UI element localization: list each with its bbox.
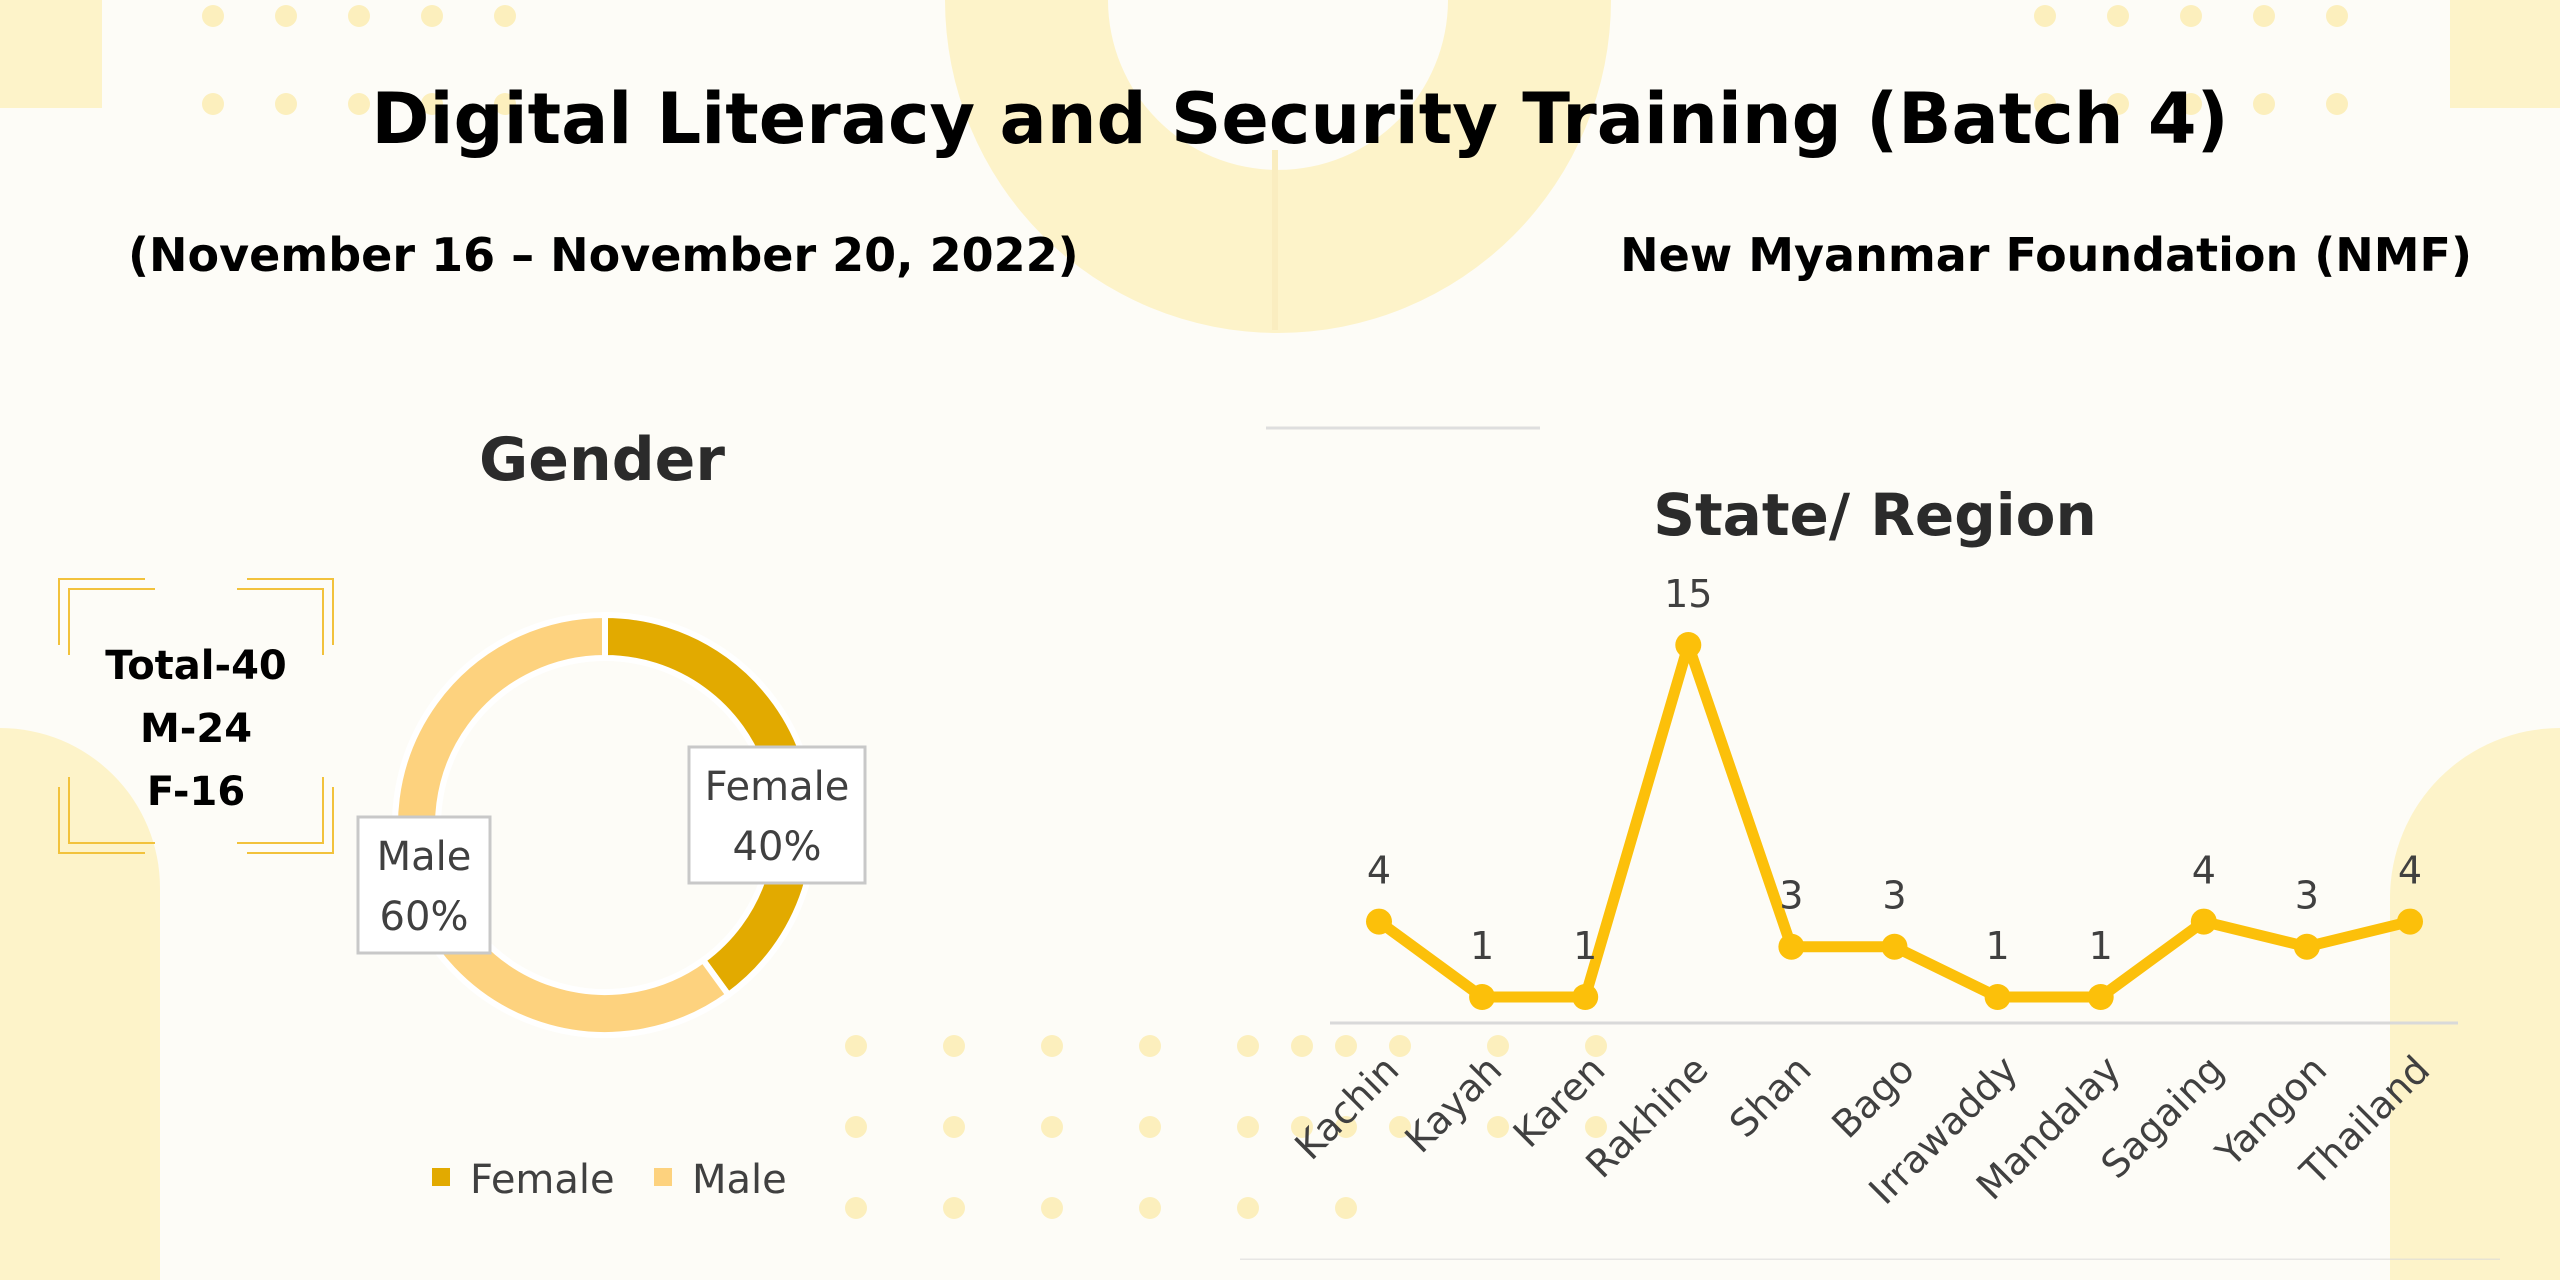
female-count: F-16 bbox=[146, 769, 246, 815]
gender-chart-title: Gender bbox=[479, 425, 725, 495]
value-label-thailand: 4 bbox=[2398, 849, 2422, 893]
decor-dot bbox=[2107, 5, 2129, 27]
decor-dot bbox=[1139, 1197, 1161, 1219]
decor-dot bbox=[1487, 1035, 1509, 1057]
decor-dot bbox=[421, 5, 443, 27]
legend-label: Male bbox=[692, 1157, 787, 1203]
value-label-kachin: 4 bbox=[1367, 849, 1391, 893]
value-label-irrawaddy: 1 bbox=[1986, 924, 2010, 968]
legend-swatch bbox=[654, 1168, 672, 1186]
tick-label-shan: Shan bbox=[1721, 1047, 1820, 1146]
legend-label: Female bbox=[470, 1157, 615, 1203]
decor-dot bbox=[348, 5, 370, 27]
decor-dot bbox=[494, 5, 516, 27]
decor-dot bbox=[845, 1116, 867, 1138]
data-label-female: Female 40% bbox=[687, 745, 867, 885]
decor-dot bbox=[2034, 93, 2056, 115]
decor-dot bbox=[348, 93, 370, 115]
decor-dot bbox=[202, 5, 224, 27]
data-label-male: Male 60% bbox=[356, 815, 492, 955]
value-label-yangon: 3 bbox=[2295, 874, 2319, 918]
decor-dot bbox=[275, 5, 297, 27]
decor-dot bbox=[943, 1035, 965, 1057]
data-point-bago bbox=[1881, 933, 1908, 960]
decor-dot bbox=[202, 93, 224, 115]
decor-dot bbox=[494, 93, 516, 115]
value-label-shan: 3 bbox=[1779, 874, 1803, 918]
participant-summary: Total-40 M-24 F-16 bbox=[55, 635, 337, 824]
value-label-rakhine: 15 bbox=[1664, 572, 1712, 616]
decor-dot bbox=[2253, 5, 2275, 27]
decor-dot bbox=[421, 93, 443, 115]
training-dates: (November 16 – November 20, 2022) bbox=[128, 228, 1079, 282]
decor-dot bbox=[1237, 1116, 1259, 1138]
page-title: Digital Literacy and Security Training (… bbox=[371, 78, 2229, 160]
organization-name: New Myanmar Foundation (NMF) bbox=[1620, 228, 2472, 282]
legend-item-female: Female bbox=[432, 1157, 615, 1203]
data-point-mandalay bbox=[2087, 984, 2114, 1010]
decor-dot bbox=[1237, 1197, 1259, 1219]
data-point-yangon bbox=[2293, 933, 2320, 960]
svg-text:40%: 40% bbox=[733, 824, 822, 870]
decor-dot bbox=[1335, 1197, 1357, 1219]
data-point-kayah bbox=[1469, 984, 1496, 1010]
decor-dot bbox=[275, 93, 297, 115]
value-label-sagaing: 4 bbox=[2192, 849, 2216, 893]
svg-text:Male: Male bbox=[377, 834, 472, 880]
decor-dot bbox=[2107, 93, 2129, 115]
decor-dot bbox=[1335, 1035, 1357, 1057]
data-point-shan bbox=[1778, 933, 1805, 960]
decor-dot bbox=[2326, 93, 2348, 115]
decor-dot bbox=[943, 1116, 965, 1138]
total-count: Total-40 bbox=[105, 643, 287, 689]
decor-dot bbox=[845, 1197, 867, 1219]
decor-dot bbox=[1139, 1035, 1161, 1057]
tick-label-kayah: Kayah bbox=[1396, 1047, 1510, 1161]
decor-dot bbox=[1585, 1116, 1607, 1138]
svg-text:60%: 60% bbox=[380, 894, 469, 940]
gender-legend: Female Male bbox=[432, 1157, 787, 1203]
data-point-kachin bbox=[1366, 908, 1392, 935]
decor-dot bbox=[1389, 1116, 1411, 1138]
decor-dot bbox=[1291, 1035, 1313, 1057]
decor-dot bbox=[1041, 1197, 1063, 1219]
decor-dot bbox=[1139, 1116, 1161, 1138]
legend-item-male: Male bbox=[654, 1157, 787, 1203]
data-point-sagaing bbox=[2190, 908, 2217, 935]
data-point-thailand bbox=[2397, 908, 2423, 935]
decor-dot bbox=[2253, 93, 2275, 115]
decor-dot bbox=[1487, 1116, 1509, 1138]
data-point-rakhine bbox=[1675, 632, 1702, 658]
tick-label-bago: Bago bbox=[1823, 1047, 1923, 1147]
data-point-irrawaddy bbox=[1984, 984, 2011, 1010]
decor-dot bbox=[943, 1197, 965, 1219]
decor-dot bbox=[1237, 1035, 1259, 1057]
value-label-bago: 3 bbox=[1882, 874, 1906, 918]
summary-frame bbox=[58, 578, 334, 854]
svg-text:Female: Female bbox=[705, 764, 850, 810]
decor-dot bbox=[2180, 93, 2202, 115]
data-point-karen bbox=[1572, 984, 1599, 1010]
decor-dot bbox=[1335, 1116, 1357, 1138]
decor-dot bbox=[1041, 1116, 1063, 1138]
decor-dot bbox=[1291, 1116, 1313, 1138]
slice-male bbox=[392, 611, 733, 1038]
decor-dot bbox=[1041, 1035, 1063, 1057]
gender-chart: Gender Female 40% Male 60% Female Male bbox=[356, 425, 867, 1203]
value-label-kayah: 1 bbox=[1470, 924, 1494, 968]
decor-dot bbox=[2326, 5, 2348, 27]
tick-label-kachin: Kachin bbox=[1286, 1047, 1407, 1168]
value-label-mandalay: 1 bbox=[2089, 924, 2113, 968]
region-chart-title: State/ Region bbox=[1653, 481, 2097, 549]
legend-swatch bbox=[432, 1168, 450, 1186]
decor-dot bbox=[2034, 5, 2056, 27]
decor-dot bbox=[1389, 1035, 1411, 1057]
male-count: M-24 bbox=[139, 706, 253, 752]
value-label-karen: 1 bbox=[1573, 924, 1597, 968]
decor-dot bbox=[2180, 5, 2202, 27]
decor-dot bbox=[845, 1035, 867, 1057]
decor-dot bbox=[1585, 1035, 1607, 1057]
slice-female bbox=[602, 611, 818, 1000]
